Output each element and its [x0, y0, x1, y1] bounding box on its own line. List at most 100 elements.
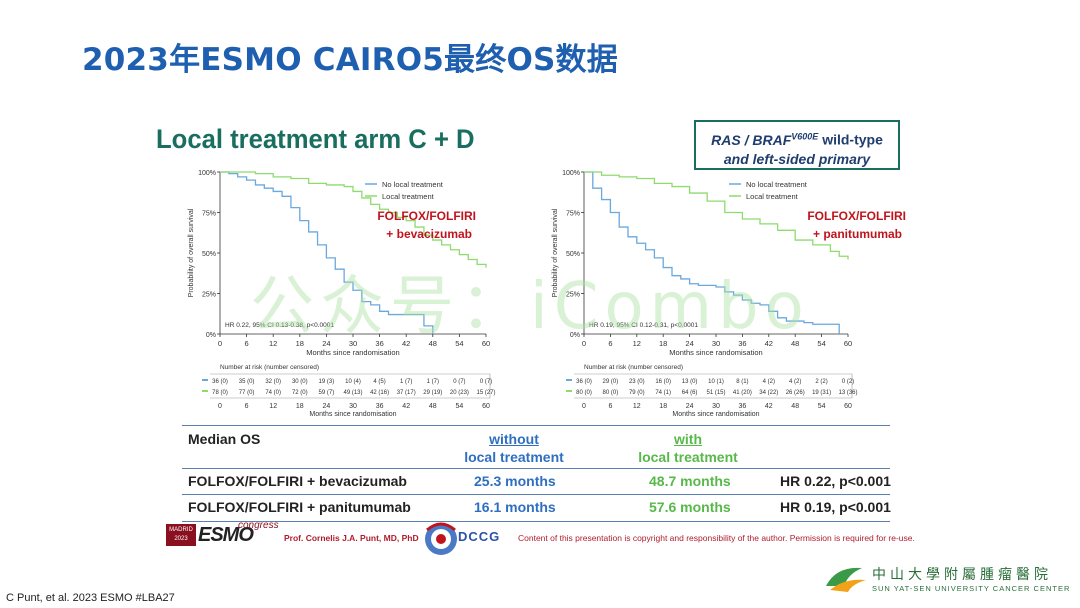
arm-title: Local treatment arm C + D: [156, 124, 475, 154]
risk-cell-no-local: 23 (0): [629, 379, 645, 385]
risk-cell-no-local: 30 (0): [292, 379, 308, 385]
y-tick-label: 0%: [206, 332, 216, 339]
col-with-line1: with: [674, 431, 702, 447]
x-tick-label: 54: [817, 339, 825, 348]
risk-cell-local: 19 (31): [812, 390, 831, 396]
esmo-wordmark: ESMO: [198, 524, 254, 546]
risk-cell-local: 29 (19): [423, 390, 442, 396]
y-tick-label: 100%: [562, 170, 580, 177]
y-tick-label: 75%: [202, 211, 216, 218]
risk-cell-no-local: 29 (0): [603, 379, 619, 385]
col-with-header: with local treatment: [618, 430, 758, 466]
km-svg: 0%25%50%75%100%0 6 12 18 24 30 36 42 48 54 60Month…: [188, 170, 496, 418]
risk-cell-no-local: 0 (2): [842, 379, 854, 385]
risk-cell-local: 64 (6): [682, 390, 698, 396]
y-axis-label: Probability of overall survival: [552, 208, 559, 297]
risk-cell-local: 78 (0): [212, 390, 228, 396]
risk-x-axis-label: Months since randomisation: [309, 411, 396, 418]
table-row-rule: [182, 494, 890, 495]
row-with: 57.6 months: [649, 499, 731, 515]
x-tick-label: 0: [582, 339, 586, 348]
page-title: 2023年ESMO CAIRO5最终OS数据: [82, 42, 618, 78]
congress-badge: MADRID 2023: [166, 524, 196, 546]
risk-x-tick-label: 60: [482, 403, 490, 410]
dccg-emblem-icon: [425, 522, 457, 555]
km-svg: 0%25%50%75%100%0 6 12 18 24 30 36 42 48 54 60Month…: [552, 170, 906, 418]
y-tick-label: 0%: [570, 332, 580, 339]
risk-x-tick-label: 30: [712, 403, 720, 410]
regimen-label: FOLFOX/FOLFIRI: [807, 209, 906, 223]
regimen-label: + bevacizumab: [386, 227, 472, 241]
risk-table-frame: [574, 373, 853, 399]
subgroup-box: RAS / BRAFV600E wild-type and left-sided…: [694, 120, 900, 170]
risk-cell-no-local: 36 (0): [212, 379, 228, 385]
row-regimen: FOLFOX/FOLFIRI + bevacizumab: [188, 473, 407, 489]
x-tick-label: 12: [633, 339, 641, 348]
risk-x-tick-label: 36: [739, 403, 747, 410]
y-axis-label: Probability of overall survival: [188, 208, 195, 297]
table-bottom-rule: [182, 521, 890, 522]
risk-cell-local: 34 (22): [759, 390, 778, 396]
risk-cell-no-local: 4 (5): [373, 379, 385, 385]
risk-cell-no-local: 16 (0): [655, 379, 671, 385]
x-tick-label: 12: [269, 339, 277, 348]
risk-cell-local: 72 (0): [292, 390, 308, 396]
hospital-name-en: SUN YAT-SEN UNIVERSITY CANCER CENTER: [872, 584, 1071, 593]
risk-x-tick-label: 18: [296, 403, 304, 410]
risk-x-tick-label: 60: [844, 403, 852, 410]
y-tick-label: 75%: [566, 211, 580, 218]
risk-cell-local: 80 (0): [576, 390, 592, 396]
y-tick-label: 50%: [202, 251, 216, 258]
risk-cell-local: 41 (20): [733, 390, 752, 396]
risk-cell-local: 51 (15): [706, 390, 725, 396]
row-without: 25.3 months: [474, 473, 556, 489]
risk-cell-no-local: 1 (7): [400, 379, 412, 385]
x-tick-label: 18: [659, 339, 667, 348]
risk-cell-local: 26 (26): [786, 390, 805, 396]
risk-x-tick-label: 54: [818, 403, 826, 410]
x-tick-label: 24: [685, 339, 693, 348]
legend-label: No local treatment: [382, 180, 444, 189]
risk-x-tick-label: 30: [349, 403, 357, 410]
citation: C Punt, et al. 2023 ESMO #LBA27: [6, 592, 175, 604]
median-os-table: Median OS without local treatment with l…: [182, 425, 891, 525]
regimen-label: + panitumumab: [813, 227, 902, 241]
congress-word: congress: [238, 520, 279, 531]
y-tick-label: 50%: [566, 251, 580, 258]
row-with: 48.7 months: [649, 473, 731, 489]
series-local-line: [220, 171, 487, 268]
risk-cell-local: 20 (23): [450, 390, 469, 396]
x-tick-label: 36: [375, 339, 383, 348]
table-mid-rule: [182, 468, 890, 469]
risk-cell-local: 49 (13): [343, 390, 362, 396]
risk-x-tick-label: 36: [376, 403, 384, 410]
km-chart-bevacizumab: 0% 25% 50% 75% 100% 0 6 12 18 24 30 36 42 48 54 60 Month…: [180, 160, 510, 422]
y-tick-label: 25%: [202, 292, 216, 299]
risk-x-tick-label: 12: [633, 403, 641, 410]
braf-sup: V600E: [791, 131, 819, 141]
col-with-line2: local treatment: [638, 449, 738, 465]
risk-cell-no-local: 1 (7): [427, 379, 439, 385]
risk-cell-no-local: 10 (1): [708, 379, 724, 385]
x-tick-label: 48: [429, 339, 437, 348]
risk-x-tick-label: 54: [456, 403, 464, 410]
col-without-header: without local treatment: [444, 430, 584, 466]
risk-cell-no-local: 4 (2): [789, 379, 801, 385]
risk-cell-local: 79 (0): [629, 390, 645, 396]
x-tick-label: 0: [218, 339, 222, 348]
risk-x-tick-label: 18: [659, 403, 667, 410]
row-without: 16.1 months: [474, 499, 556, 515]
hospital-logo: 中山大學附屬腫瘤醫院 SUN YAT-SEN UNIVERSITY CANCER…: [824, 560, 1069, 600]
risk-x-tick-label: 48: [791, 403, 799, 410]
braf-label: BRAF: [752, 131, 792, 148]
subgroup-line-1: RAS / BRAFV600E wild-type: [711, 131, 883, 148]
legend-label: No local treatment: [746, 180, 808, 189]
risk-cell-local: 13 (36): [838, 390, 857, 396]
risk-cell-no-local: 2 (2): [815, 379, 827, 385]
risk-cell-local: 80 (0): [603, 390, 619, 396]
x-tick-label: 48: [791, 339, 799, 348]
ras-label: RAS: [711, 131, 741, 148]
x-tick-label: 60: [482, 339, 490, 348]
col-without-line2: local treatment: [464, 449, 564, 465]
x-tick-label: 18: [296, 339, 304, 348]
